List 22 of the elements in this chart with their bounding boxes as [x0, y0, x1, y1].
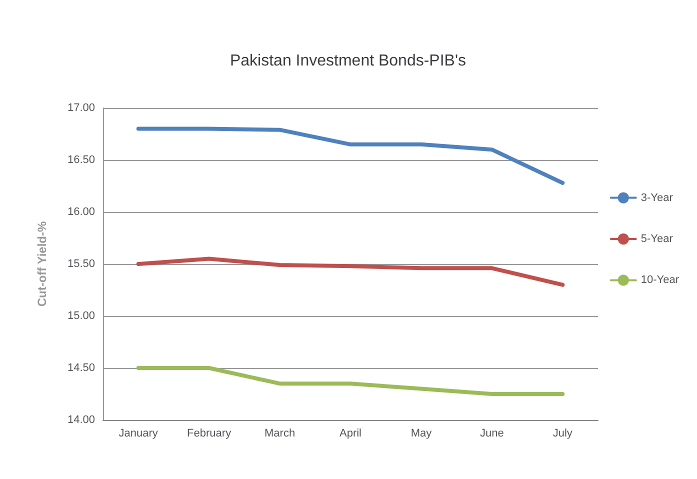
line-series — [136, 366, 565, 396]
x-tick-label: January — [118, 428, 158, 440]
y-tick-label: 14.50 — [67, 362, 95, 374]
legend-label: 3-Year — [640, 192, 674, 204]
y-tick-label: 17.00 — [67, 102, 95, 114]
y-tick-label: 15.50 — [67, 258, 95, 270]
y-axis-title: Cut-off Yield-% — [35, 221, 49, 307]
line-series — [136, 256, 565, 287]
x-tick-label: June — [480, 428, 504, 440]
y-tick-label: 15.00 — [67, 310, 95, 322]
x-tick-label: April — [339, 428, 362, 440]
x-tick-label: May — [410, 428, 432, 440]
line-series — [136, 126, 565, 185]
y-tick-label: 16.00 — [67, 206, 95, 218]
y-tick-label: 14.00 — [67, 414, 95, 426]
x-tick-label: July — [552, 428, 573, 440]
x-tick-label: March — [264, 428, 296, 440]
legend-label: 10-Year — [640, 274, 680, 286]
legend-label: 5-Year — [640, 233, 674, 245]
y-tick-label: 16.50 — [67, 154, 95, 166]
chart-title: Pakistan Investment Bonds-PIB's — [230, 52, 466, 70]
x-tick-label: February — [187, 428, 232, 440]
